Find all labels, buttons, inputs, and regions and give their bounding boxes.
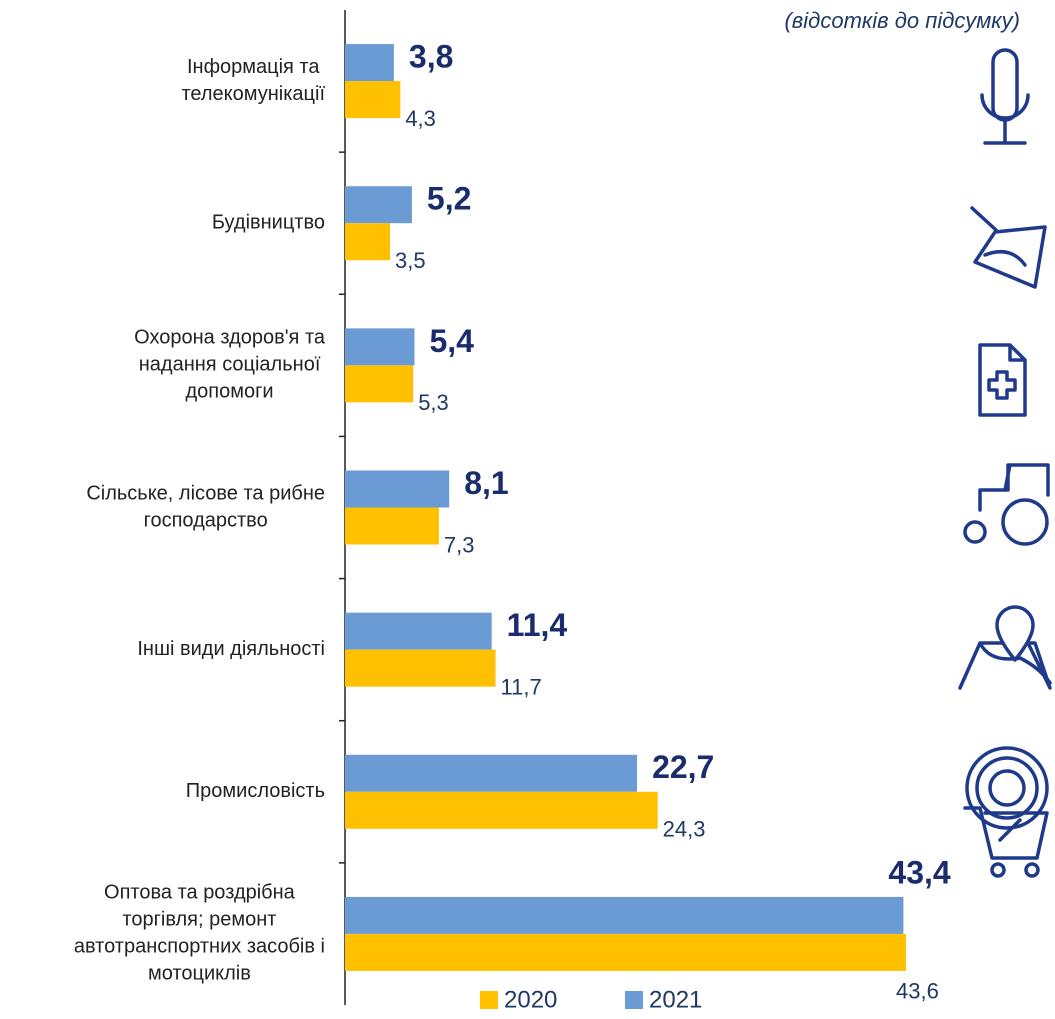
legend-swatch (480, 991, 498, 1009)
bar (345, 933, 906, 971)
bar (345, 470, 450, 508)
icon-mic-stand (980, 93, 1030, 145)
bar (345, 223, 391, 261)
icon-mic (991, 48, 1019, 122)
bar (345, 896, 904, 934)
category-label: Охорона здоров'я та надання соціальної доп… (134, 327, 326, 403)
category-line: мотоциклів (148, 963, 251, 985)
bar (345, 328, 415, 366)
category-line: Охорона здоров'я та (134, 327, 326, 349)
value-label: 43,6 (896, 979, 939, 1004)
category-label: Будівництво (212, 211, 325, 233)
icon-cart-wheel (1024, 862, 1040, 878)
category-label: Інформація та телекомунікації (181, 56, 325, 105)
value-label: 22,7 (652, 749, 714, 785)
bar (345, 81, 401, 119)
category-line: надання соціальної (139, 354, 321, 376)
bar (345, 186, 412, 224)
category-line: Сільське, лісове та рибне (86, 482, 325, 504)
icon-bearing-mid (975, 756, 1039, 820)
category-line: телекомунікації (181, 83, 325, 105)
value-label: 3,5 (395, 248, 426, 273)
category-line: Інформація та (187, 56, 320, 78)
value-label: 5,4 (429, 323, 474, 359)
category-line: господарство (144, 509, 268, 531)
legend-label: 2020 (504, 986, 557, 1013)
value-label: 5,2 (427, 181, 471, 217)
category-line: торгівля; ремонт (122, 909, 276, 931)
category-line: Оптова та роздрібна (104, 882, 296, 904)
category-label: Сільське, лісове та рибне господарство (86, 482, 325, 531)
icon-tractor (978, 463, 1050, 512)
value-label: 43,4 (888, 854, 950, 890)
icon-wheel (1001, 498, 1049, 546)
category-label: Промисловість (186, 780, 325, 802)
value-label: 4,3 (405, 106, 436, 131)
icon-pin (995, 605, 1035, 662)
icon-trowel (970, 206, 1047, 289)
icon-wheel-small (963, 520, 987, 544)
bar (345, 612, 492, 650)
value-label: 3,8 (409, 39, 453, 75)
category-line: допомоги (186, 381, 274, 403)
category-line: Будівництво (212, 211, 325, 233)
legend-swatch (625, 991, 643, 1009)
bar (345, 44, 394, 82)
value-label: 11,7 (501, 674, 542, 699)
bar (345, 365, 414, 403)
value-label: 11,4 (507, 607, 568, 643)
category-label: Інші види діяльності (137, 638, 325, 660)
icon-medical (978, 343, 1027, 417)
subtitle: (відсотків до підсумку) (784, 8, 1020, 33)
bar (345, 507, 439, 545)
value-label: 5,3 (418, 390, 449, 415)
value-label: 8,1 (464, 465, 508, 501)
category-line: Інші види діяльності (137, 638, 325, 660)
icon-map (958, 641, 1052, 690)
category-label: Оптова та роздрібна торгівля; ремонт автот… (74, 882, 325, 985)
icon-cart (963, 806, 1049, 860)
value-label: 7,3 (444, 532, 475, 557)
category-line: Промисловість (186, 780, 325, 802)
bar (345, 754, 638, 792)
icon-bearing-inner (988, 769, 1026, 807)
bar (345, 791, 658, 829)
legend-label: 2021 (649, 986, 702, 1013)
icon-bearing-outer (965, 746, 1049, 830)
icon-cart-wheel (990, 862, 1006, 878)
bar (345, 649, 496, 687)
category-line: автотранспортних засобів і (74, 936, 325, 958)
icons (958, 48, 1052, 878)
value-label: 24,3 (663, 817, 706, 842)
